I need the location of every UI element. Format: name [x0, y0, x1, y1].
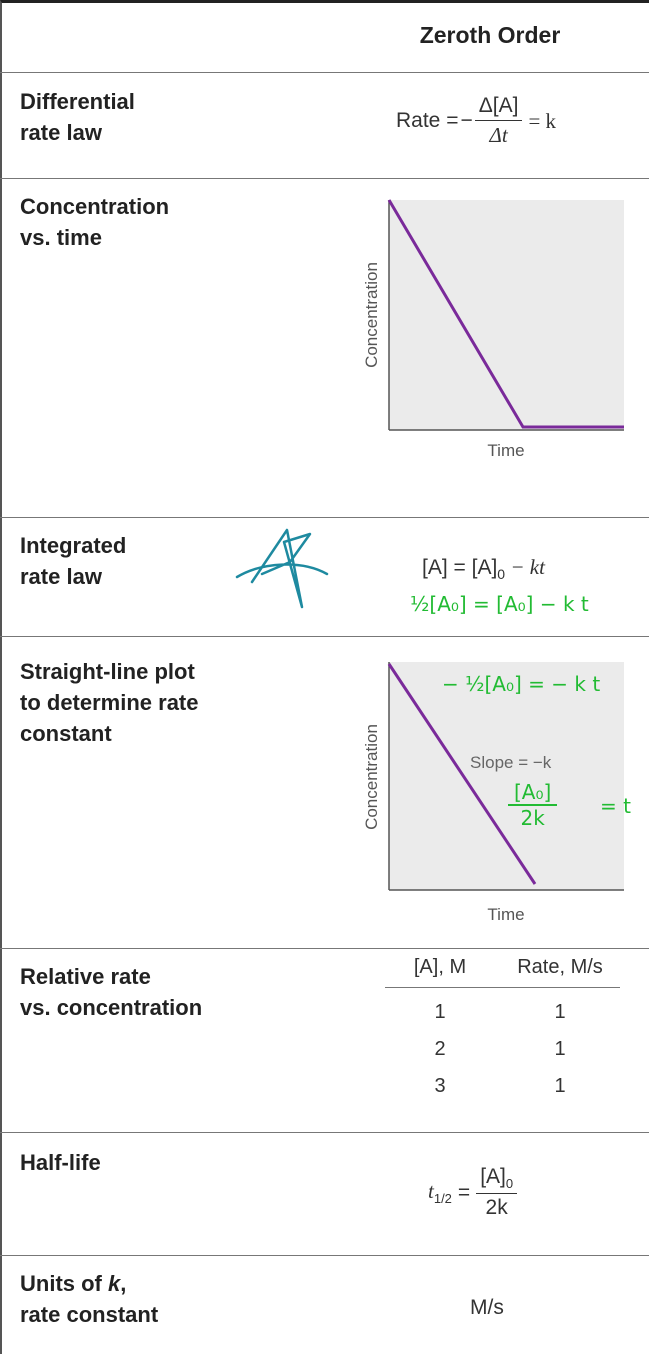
table-row: 3 1	[385, 1068, 620, 1105]
row-label-straight-line: Straight-line plot to determine rate con…	[20, 659, 199, 746]
handwritten-rhs: = t	[600, 794, 631, 818]
divider	[0, 178, 649, 179]
handwritten-note-top: − ½[A₀] = − k t	[442, 672, 601, 696]
divider	[0, 1132, 649, 1133]
units-value: M/s	[470, 1296, 504, 1319]
table-row: 2 1	[385, 1031, 620, 1068]
divider	[0, 948, 649, 949]
table-header-cell: [A], M	[413, 956, 467, 978]
table-cell: 2	[434, 1038, 446, 1060]
plot-area	[389, 200, 624, 430]
rate-table: [A], M Rate, M/s 1 1 2 1 3 1	[385, 956, 620, 1105]
table-cell: 1	[554, 1075, 566, 1097]
table-row: 1 1	[385, 994, 620, 1031]
column-header: Zeroth Order	[419, 22, 561, 48]
divider	[0, 1255, 649, 1256]
differential-equation: Rate =− Δ[A] Δt = k	[396, 94, 557, 147]
handwritten-fraction: [A₀] 2k	[508, 780, 558, 830]
row-label-integrated: Integrated rate law	[20, 533, 127, 589]
row-label-units: Units of k, rate constant	[20, 1271, 159, 1327]
table-cell: 3	[434, 1075, 446, 1097]
straight-line-plot: Concentration Time Slope = −k	[362, 662, 624, 924]
concentration-line	[387, 199, 624, 429]
y-axis-label: Concentration	[362, 262, 381, 368]
table-cell: 1	[434, 1001, 446, 1023]
plot-area	[389, 662, 624, 890]
divider	[0, 517, 649, 518]
x-axis-label: Time	[487, 441, 524, 460]
divider	[0, 636, 649, 637]
integrated-equation: [A] = [A]0 − kt	[422, 555, 545, 583]
conc-time-plot: Concentration Time	[362, 199, 624, 460]
table-cell: 1	[554, 1001, 566, 1023]
handwritten-note-integrated: ½[A₀] = [A₀] − k t	[410, 592, 589, 616]
row-label-conc-time: Concentration vs. time	[20, 194, 170, 250]
table-header-row: [A], M Rate, M/s	[385, 956, 620, 988]
x-axis-label: Time	[487, 905, 524, 924]
slope-annotation: Slope = −k	[470, 753, 552, 772]
table-cell: 1	[554, 1038, 566, 1060]
row-label-differential: Differential rate law	[20, 89, 135, 145]
row-label-relative-rate: Relative rate vs. concentration	[20, 964, 203, 1020]
divider	[0, 72, 649, 73]
table-header-cell: Rate, M/s	[517, 956, 603, 978]
linear-fit-line	[387, 663, 537, 885]
row-label-half-life: Half-life	[20, 1150, 101, 1175]
half-life-equation: t1/2 = [A]0 2k	[428, 1165, 518, 1220]
star-doodle-icon	[235, 528, 329, 609]
y-axis-label: Concentration	[362, 724, 381, 830]
